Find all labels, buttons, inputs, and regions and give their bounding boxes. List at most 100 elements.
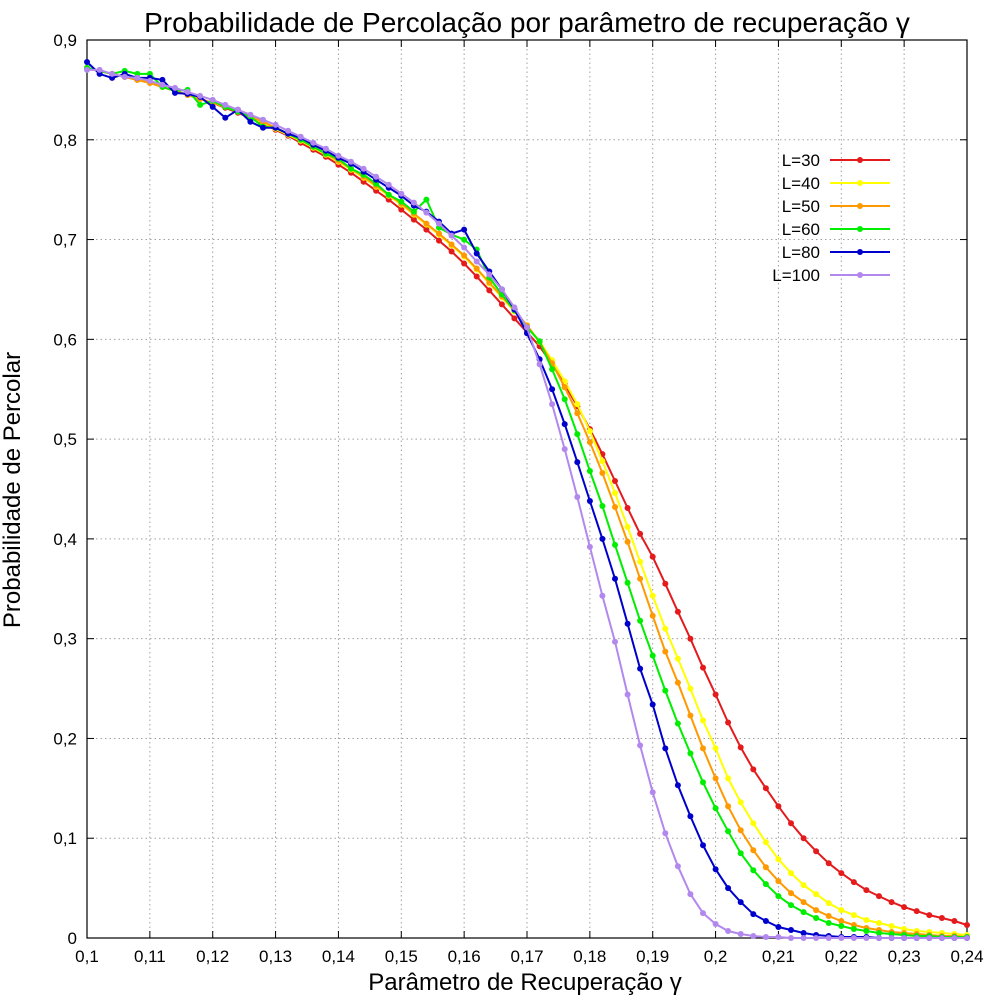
data-point <box>599 470 606 476</box>
series-l50 <box>84 64 970 940</box>
data-point <box>561 446 568 453</box>
data-point <box>423 226 430 233</box>
series-l100 <box>84 66 970 941</box>
data-point <box>536 338 543 345</box>
data-point <box>637 665 644 672</box>
data-point <box>612 541 618 548</box>
legend-marker <box>857 272 863 278</box>
data-point <box>700 717 706 724</box>
data-point <box>964 935 970 941</box>
legend-label: L=80 <box>782 243 820 262</box>
data-point <box>574 459 581 466</box>
data-point <box>511 315 518 322</box>
data-point <box>825 935 832 941</box>
grid-layer <box>87 40 967 938</box>
data-point <box>750 847 757 854</box>
x-tick-label: 0,15 <box>385 947 418 966</box>
data-point <box>599 592 606 599</box>
y-tick-label: 0,2 <box>53 729 77 748</box>
x-tick-label: 0,24 <box>950 947 983 966</box>
data-point <box>172 84 178 91</box>
data-point <box>662 580 669 587</box>
data-point <box>649 652 656 659</box>
data-point <box>473 258 480 265</box>
data-point <box>348 165 354 172</box>
data-point <box>448 248 455 255</box>
data-point <box>662 648 669 655</box>
data-point <box>800 882 807 889</box>
x-axis-label: Parâmetro de Recuperação γ <box>368 969 682 996</box>
data-point <box>222 114 229 121</box>
data-point <box>410 208 417 215</box>
legend-marker <box>857 180 863 186</box>
data-point <box>687 813 694 820</box>
data-point <box>813 907 820 914</box>
data-point <box>775 893 782 900</box>
data-point <box>448 241 455 248</box>
data-point <box>863 887 870 894</box>
data-point <box>624 620 631 627</box>
data-point <box>662 830 669 837</box>
data-point <box>888 935 895 941</box>
data-point <box>888 899 895 906</box>
data-point <box>637 617 644 624</box>
data-point <box>385 181 392 188</box>
data-point <box>674 608 681 615</box>
data-point <box>549 401 556 408</box>
data-point <box>360 165 367 172</box>
data-point <box>84 66 90 73</box>
data-point <box>725 828 732 835</box>
data-point <box>109 70 116 77</box>
data-point <box>788 902 794 909</box>
data-point <box>310 139 317 146</box>
data-point <box>938 935 945 941</box>
data-point <box>800 835 807 842</box>
data-point <box>725 885 732 892</box>
data-point <box>850 935 857 941</box>
data-point <box>926 912 933 919</box>
data-point <box>762 934 769 940</box>
legend-entry: L=80 <box>782 243 890 262</box>
data-point <box>511 304 518 311</box>
legend: L=30 L=40 L=50 L=60 L=80 L=100 <box>772 151 890 285</box>
data-point <box>624 538 631 545</box>
data-point <box>272 121 279 128</box>
data-point <box>775 803 782 810</box>
data-point <box>574 410 581 417</box>
data-point <box>750 766 757 773</box>
data-point <box>712 691 719 698</box>
data-point <box>612 575 618 582</box>
x-tick-label: 0,21 <box>762 947 795 966</box>
plot-frame <box>86 39 968 939</box>
data-point <box>850 926 857 932</box>
data-point <box>612 638 618 645</box>
data-point <box>674 655 681 662</box>
data-point <box>850 879 857 886</box>
data-point <box>813 891 820 898</box>
data-point <box>813 915 820 921</box>
data-point <box>260 116 266 123</box>
data-point <box>712 805 719 812</box>
legend-label: L=50 <box>782 197 820 216</box>
data-point <box>599 458 606 465</box>
data-point <box>700 779 706 786</box>
data-point <box>423 196 430 203</box>
data-point <box>637 558 644 565</box>
data-point <box>247 118 254 125</box>
y-tick-label: 0,7 <box>53 231 77 250</box>
data-point <box>674 679 681 686</box>
data-point <box>775 934 782 940</box>
data-point <box>725 928 732 934</box>
data-point <box>964 922 970 928</box>
data-point <box>197 101 204 108</box>
data-point <box>348 158 354 165</box>
data-point <box>574 494 581 500</box>
data-point <box>750 867 757 874</box>
data-point <box>800 899 807 906</box>
data-point <box>725 775 732 782</box>
legend-label: L=60 <box>782 220 820 239</box>
legend-label: L=100 <box>772 266 820 285</box>
data-point <box>825 920 832 926</box>
series-l40 <box>84 64 970 938</box>
data-point <box>586 439 593 446</box>
